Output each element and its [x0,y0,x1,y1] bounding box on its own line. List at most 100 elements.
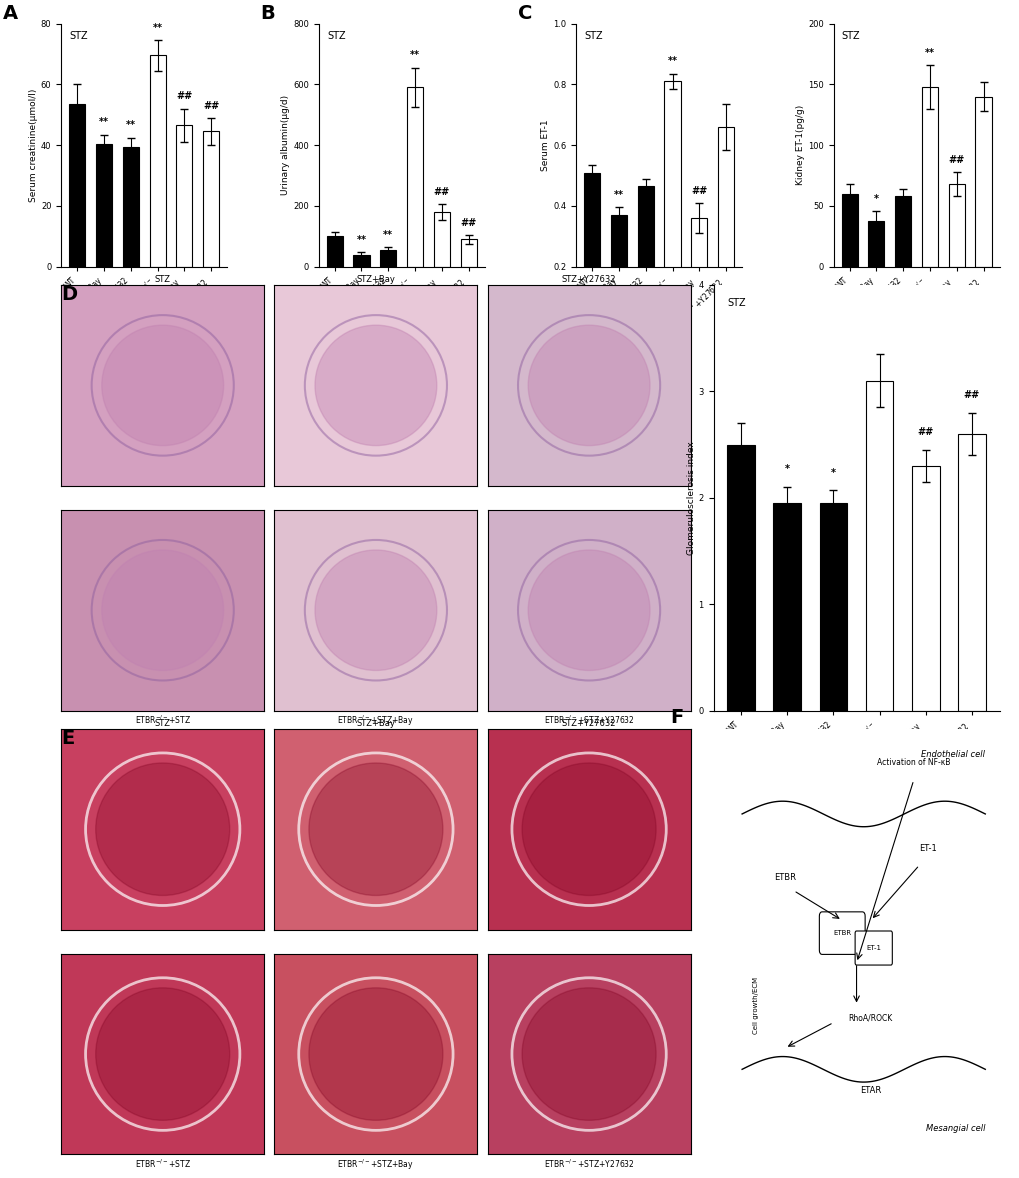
Bar [957,434,984,710]
Text: **: ** [666,57,677,66]
Title: STZ: STZ [155,719,170,728]
Text: ##: ## [433,187,449,197]
Text: C: C [518,4,532,24]
Text: ##: ## [963,390,979,399]
Text: **: ** [924,47,934,58]
Bar [867,220,883,266]
Bar [354,254,369,266]
Bar [150,55,165,266]
Text: ET-1: ET-1 [918,843,936,853]
Bar [122,147,139,266]
X-axis label: ETBR$^{-/-}$+STZ: ETBR$^{-/-}$+STZ [135,714,191,726]
Bar [974,97,990,266]
Circle shape [96,988,229,1120]
Text: Cell growth/ECM: Cell growth/ECM [753,977,759,1034]
Text: ETBR: ETBR [833,931,851,937]
Text: F: F [669,708,683,727]
Text: STZ: STZ [69,31,88,41]
Bar [203,132,219,266]
Text: STZ: STZ [584,31,602,41]
Text: *: * [873,193,878,204]
Circle shape [528,325,649,445]
Text: ETBR: ETBR [773,873,795,882]
Circle shape [96,763,229,895]
Y-axis label: Glomerulosclerosis index: Glomerulosclerosis index [686,441,695,555]
Text: **: ** [383,230,393,239]
Bar [911,465,938,710]
Text: Mesangial cell: Mesangial cell [925,1124,984,1133]
Circle shape [522,988,655,1120]
Circle shape [522,763,655,895]
X-axis label: ETBR$^{-/-}$+STZ+Y27632: ETBR$^{-/-}$+STZ+Y27632 [543,1157,634,1170]
Bar [841,194,857,266]
Y-axis label: Urinary albumin(μg/d): Urinary albumin(μg/d) [281,95,290,196]
Bar [819,503,847,710]
Text: ##: ## [203,100,219,111]
Text: STZ: STZ [327,31,345,41]
Title: STZ+Y27632: STZ+Y27632 [561,719,615,728]
Text: B: B [260,4,275,24]
Circle shape [309,988,442,1120]
Bar [326,237,342,266]
Text: **: ** [153,24,162,33]
Y-axis label: Kidney ET-1(pg/g): Kidney ET-1(pg/g) [796,105,804,185]
Text: *: * [784,464,789,475]
Text: RhoA/ROCK: RhoA/ROCK [848,1014,892,1023]
Circle shape [102,325,223,445]
Title: STZ+Bay: STZ+Bay [356,276,395,284]
Text: STZ: STZ [728,298,746,307]
Bar [895,197,910,266]
Bar [948,184,964,266]
Circle shape [315,325,436,445]
X-axis label: ETBR$^{-/-}$+STZ+Y27632: ETBR$^{-/-}$+STZ+Y27632 [543,714,634,726]
Text: ##: ## [691,186,707,196]
Text: **: ** [410,51,420,60]
Text: **: ** [99,118,109,127]
Bar [610,216,627,327]
Bar [96,144,112,266]
Bar [584,172,599,327]
Bar [176,125,193,266]
Circle shape [528,550,649,670]
Bar [663,81,680,327]
Text: ##: ## [176,92,193,101]
Bar [407,87,423,266]
FancyBboxPatch shape [854,931,892,965]
Text: **: ** [357,234,366,245]
Text: STZ: STZ [841,31,860,41]
Bar [691,218,706,327]
Text: Endothelial cell: Endothelial cell [920,750,984,759]
X-axis label: ETBR$^{-/-}$+STZ: ETBR$^{-/-}$+STZ [135,1157,191,1170]
Text: *: * [830,468,836,477]
Text: A: A [3,4,18,24]
Text: D: D [61,285,77,304]
Circle shape [102,550,223,670]
Bar [772,503,800,710]
Bar [69,104,86,266]
Text: ##: ## [917,428,933,437]
Text: ET-1: ET-1 [865,945,880,951]
Text: E: E [61,729,74,748]
Bar [461,239,476,266]
Text: ETAR: ETAR [859,1086,880,1096]
X-axis label: ETBR$^{-/-}$+STZ+Bay: ETBR$^{-/-}$+STZ+Bay [337,1157,414,1172]
Circle shape [309,763,442,895]
Bar [921,87,937,266]
Text: **: ** [613,190,624,200]
Y-axis label: Serum ET-1: Serum ET-1 [541,119,550,171]
Text: Activation of NF-κB: Activation of NF-κB [876,759,950,767]
Bar [380,250,396,266]
Text: **: ** [125,120,136,131]
Circle shape [315,550,436,670]
Title: STZ: STZ [155,276,170,284]
Bar [433,212,449,266]
Bar [717,127,734,327]
Bar [865,380,893,710]
Bar [637,186,653,327]
Text: ##: ## [460,218,476,227]
Y-axis label: Serum creatinine(μmol/l): Serum creatinine(μmol/l) [30,88,38,201]
X-axis label: ETBR$^{-/-}$+STZ+Bay: ETBR$^{-/-}$+STZ+Bay [337,714,414,728]
Title: STZ+Y27632: STZ+Y27632 [561,276,615,284]
Bar [727,444,754,710]
FancyBboxPatch shape [818,912,864,954]
